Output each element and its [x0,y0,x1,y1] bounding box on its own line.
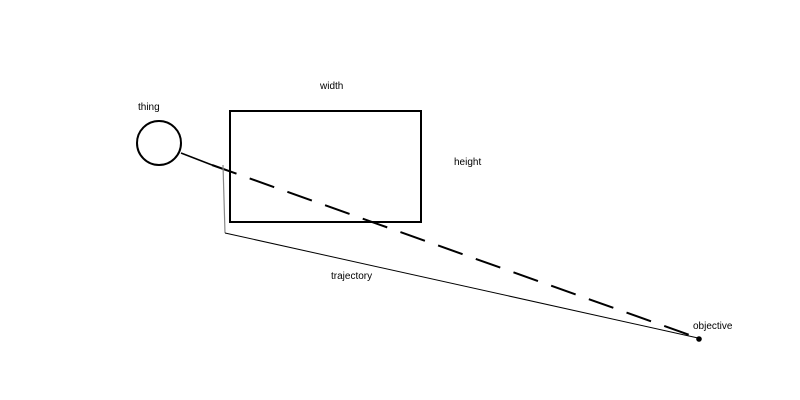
objective-point [696,336,702,342]
width-label: width [320,81,344,92]
trajectory-label: trajectory [331,271,373,282]
obstacle-rectangle [229,110,422,223]
launch-segment [180,152,213,166]
objective-label: objective [693,321,733,332]
trajectory-line [224,232,699,339]
offset-vertical-line [222,164,226,234]
height-label: height [454,157,482,168]
direct-path-dashed-line [211,164,699,339]
thing-label: thing [138,102,160,113]
thing-circle [136,120,182,166]
